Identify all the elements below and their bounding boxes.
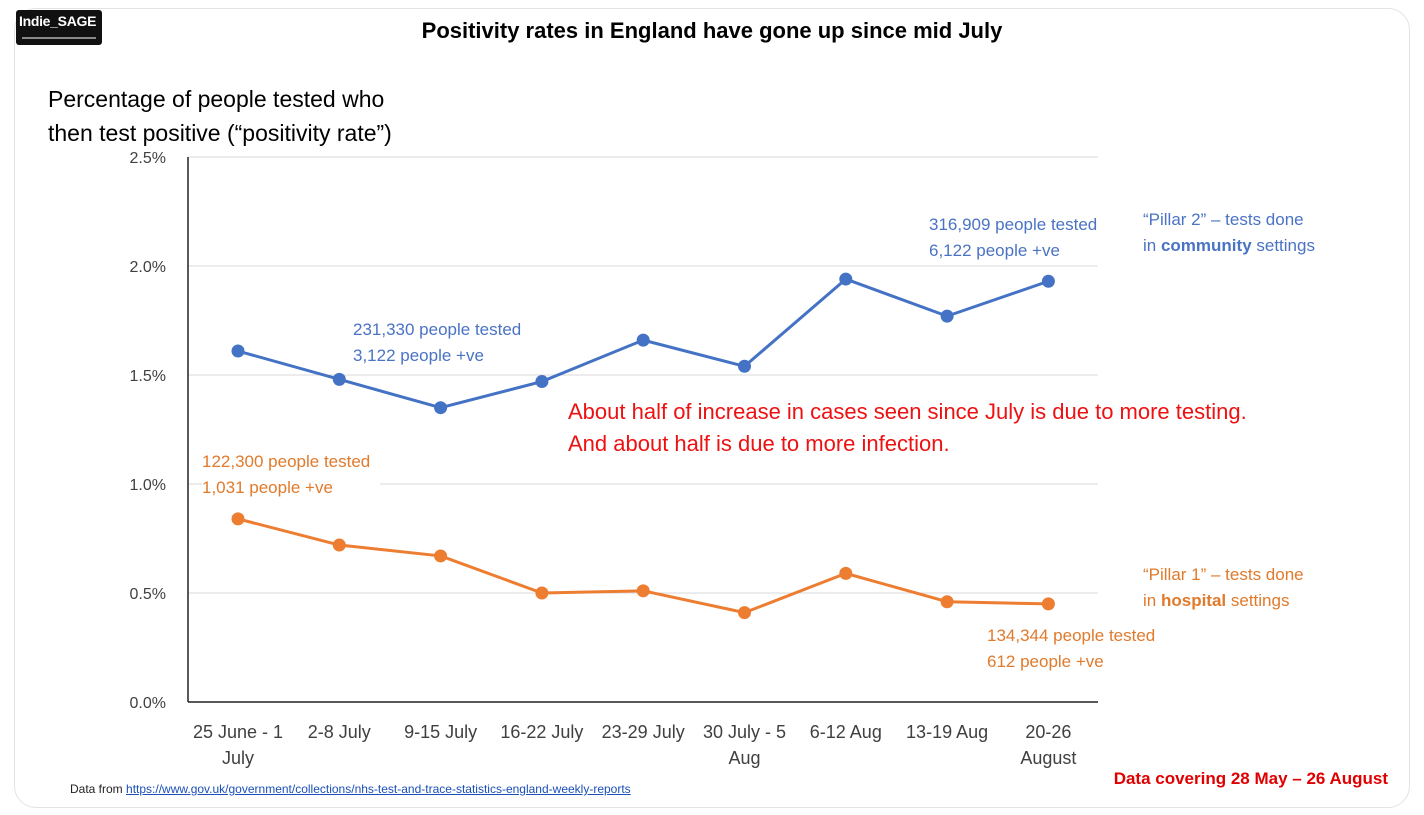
- logo-subtitle-line: [22, 37, 96, 39]
- x-tick-label: 6-12 Aug: [810, 722, 882, 742]
- legend-bold-text: community: [1160, 236, 1252, 255]
- annotation-line: 231,330 people tested: [353, 320, 522, 339]
- pillar1-last-annotation: 134,344 people tested 612 people +ve: [987, 623, 1155, 675]
- logo-text: Indie_SAGE: [19, 13, 97, 29]
- note-line: And about half is due to more infection.: [568, 431, 950, 456]
- chart-card: [14, 8, 1410, 808]
- pillar2-last-annotation: 316,909 people tested 6,122 people +ve: [929, 212, 1097, 264]
- chart-title: Positivity rates in England have gone up…: [421, 18, 1003, 43]
- annotation-line: 122,300 people tested: [202, 452, 371, 471]
- data-point: [1041, 274, 1055, 288]
- x-tick-label: 25 June - 1: [193, 722, 283, 742]
- pillar1-first-annotation: 122,300 people tested 1,031 people +ve: [202, 449, 381, 501]
- data-point: [434, 549, 448, 563]
- legend-line: in community settings: [1143, 233, 1315, 259]
- y-tick-label: 1.0%: [130, 477, 166, 494]
- x-tick-label: 2-8 July: [308, 722, 371, 742]
- series-line-pillar-1: [237, 517, 1049, 615]
- pillar2-first-annotation: 231,330 people tested 3,122 people +ve: [353, 317, 521, 369]
- data-point: [231, 512, 245, 526]
- x-tick-label: August: [1020, 748, 1076, 768]
- legend-bold-text: hospital: [1160, 591, 1227, 610]
- legend-line: in hospital settings: [1143, 588, 1304, 614]
- data-point: [636, 333, 650, 347]
- data-point: [332, 372, 346, 386]
- x-tick-label: July: [222, 748, 254, 768]
- interpretation-note: About half of increase in cases seen sin…: [568, 396, 1247, 460]
- legend-text: in: [1143, 591, 1161, 610]
- legend-line: “Pillar 2” – tests done: [1143, 210, 1304, 229]
- annotation-line: 612 people +ve: [987, 652, 1104, 671]
- legend-text: in: [1143, 236, 1161, 255]
- annotation-line: 3,122 people +ve: [353, 346, 484, 365]
- y-axis-title: Percentage of people tested who then tes…: [48, 82, 508, 150]
- data-point: [332, 538, 346, 552]
- data-point: [231, 344, 245, 358]
- data-point: [636, 584, 650, 598]
- pillar2-legend-label: “Pillar 2” – tests done in community set…: [1143, 207, 1315, 259]
- pillar1-legend-label: “Pillar 1” – tests done in hospital sett…: [1143, 562, 1304, 614]
- source-link[interactable]: https://www.gov.uk/government/collection…: [126, 782, 631, 796]
- legend-text: settings: [1251, 236, 1315, 255]
- data-coverage-note: Data covering 28 May – 26 August: [1113, 769, 1388, 788]
- x-tick-label: 9-15 July: [404, 722, 477, 742]
- data-point: [940, 595, 954, 609]
- note-line: About half of increase in cases seen sin…: [568, 399, 1247, 424]
- data-point: [535, 375, 549, 389]
- y-tick-label: 2.5%: [130, 150, 166, 167]
- x-tick-label: 16-22 July: [500, 722, 583, 742]
- x-tick-label: 23-29 July: [602, 722, 685, 742]
- y-tick-label: 0.5%: [130, 586, 166, 603]
- y-axis-title-line-1: Percentage of people tested who: [48, 86, 385, 112]
- x-tick-label: 30 July - 5: [703, 722, 786, 742]
- legend-line: “Pillar 1” – tests done: [1143, 565, 1304, 584]
- annotation-line: 6,122 people +ve: [929, 241, 1060, 260]
- x-tick-label: 13-19 Aug: [906, 722, 988, 742]
- y-tick-label: 1.5%: [130, 368, 166, 385]
- data-point: [738, 359, 751, 373]
- data-point: [535, 586, 549, 600]
- data-point: [940, 309, 954, 323]
- indie-sage-logo: Indie_SAGE: [16, 10, 102, 45]
- x-tick-label: Aug: [728, 748, 760, 768]
- x-tick-label: 20-26: [1025, 722, 1071, 742]
- y-tick-label: 2.0%: [130, 259, 166, 276]
- y-axis-title-line-2: then test positive (“positivity rate”): [48, 120, 392, 146]
- annotation-line: 1,031 people +ve: [202, 478, 333, 497]
- data-point: [839, 272, 853, 286]
- y-tick-label: 0.0%: [130, 695, 166, 712]
- data-point: [738, 606, 751, 620]
- data-point: [839, 566, 853, 580]
- legend-text: settings: [1226, 591, 1290, 610]
- source-prefix: Data from: [70, 782, 127, 796]
- data-point: [1041, 597, 1055, 611]
- data-source: Data from https://www.gov.uk/government/…: [70, 782, 631, 796]
- annotation-line: 134,344 people tested: [987, 626, 1156, 645]
- data-point: [434, 401, 448, 415]
- annotation-line: 316,909 people tested: [929, 215, 1098, 234]
